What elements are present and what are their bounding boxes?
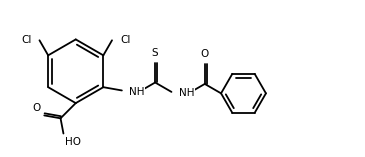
Text: Cl: Cl [21, 35, 31, 45]
Text: NH: NH [130, 87, 145, 97]
Text: Cl: Cl [120, 35, 130, 45]
Text: O: O [32, 103, 41, 113]
Text: S: S [152, 48, 158, 58]
Text: O: O [201, 49, 209, 59]
Text: HO: HO [65, 137, 81, 147]
Text: NH: NH [179, 88, 195, 98]
